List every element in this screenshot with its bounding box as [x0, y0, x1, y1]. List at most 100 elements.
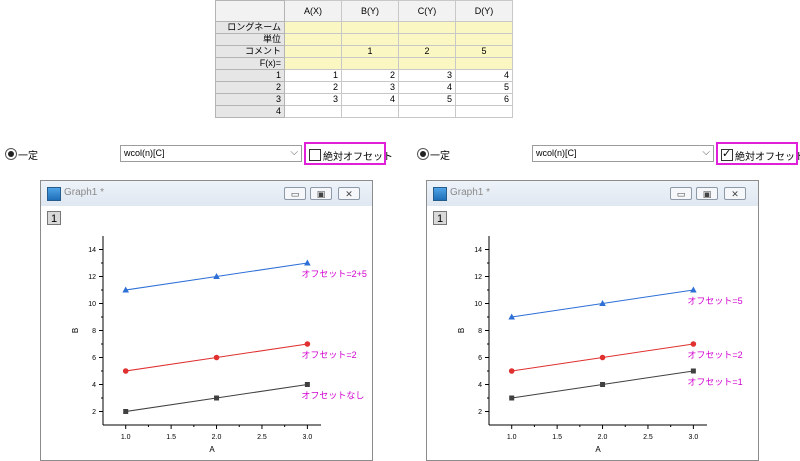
graph-plot[interactable]: 1.0 1.5 2.0 2.5 3.0 2 4 6 8 10 12 14 A B オフセットなしオフセット=… — [41, 181, 372, 460]
cell[interactable] — [341, 33, 399, 46]
y-tick-label: 8 — [478, 328, 482, 335]
table-row: 2 2 3 4 5 — [215, 81, 513, 94]
row-number[interactable]: 2 — [215, 81, 285, 94]
x-tick-label: 1.0 — [121, 434, 131, 441]
row-label-comments[interactable]: コメント — [215, 45, 285, 58]
cell[interactable]: 3 — [341, 81, 399, 94]
cell[interactable] — [398, 33, 456, 46]
cell[interactable]: 6 — [455, 93, 513, 106]
cell[interactable]: 2 — [341, 69, 399, 82]
cell[interactable]: 1 — [341, 45, 399, 58]
cell[interactable] — [284, 105, 342, 118]
graph-plot[interactable]: 1.0 1.5 2.0 2.5 3.0 2 4 6 8 10 12 14 A B オフセット=1 オフセット=… — [427, 181, 758, 460]
maximize-button[interactable]: ▣ — [310, 187, 332, 200]
cell[interactable]: 1 — [284, 69, 342, 82]
cell[interactable]: 3 — [398, 69, 456, 82]
options-row-left: 一定 wcol(n)[C] ⌵ 絶対オフセット — [0, 142, 393, 168]
x-tick-label: 1.5 — [552, 434, 562, 441]
data-point-triangle — [508, 313, 516, 320]
column-header-row: A(X) B(Y) C(Y) D(Y) — [215, 0, 513, 22]
chevron-down-icon[interactable]: ⌵ — [290, 147, 298, 158]
series-annotation: オフセット=2 — [301, 350, 356, 360]
close-button[interactable]: ✕ — [724, 187, 746, 200]
offset-column-combo[interactable]: wcol(n)[C] ⌵ — [532, 145, 714, 162]
y-tick-label: 14 — [474, 247, 482, 254]
cell[interactable] — [284, 33, 342, 46]
layer-icon[interactable]: 1 — [47, 211, 61, 225]
cell[interactable]: 4 — [398, 81, 456, 94]
window-title: Graph1 * — [450, 187, 491, 198]
cell[interactable] — [284, 45, 342, 58]
absolute-offset-highlight: 絶対オフセット — [304, 142, 393, 165]
table-row: 1 1 2 3 4 — [215, 69, 513, 82]
cell[interactable] — [341, 57, 399, 70]
data-point-triangle — [304, 259, 311, 266]
layer-icon[interactable]: 1 — [433, 211, 447, 225]
cell[interactable] — [341, 105, 399, 118]
absolute-offset-checkbox[interactable] — [309, 149, 321, 161]
cell[interactable] — [455, 57, 513, 70]
cell[interactable] — [341, 21, 399, 34]
data-point-circle — [690, 341, 697, 347]
close-button[interactable]: ✕ — [338, 187, 360, 200]
row-number[interactable]: 1 — [215, 69, 285, 82]
data-point-triangle — [690, 286, 697, 293]
window-title: Graph1 * — [64, 187, 105, 198]
column-header-d[interactable]: D(Y) — [455, 0, 513, 22]
graph-window-left[interactable]: Graph1 * ▭ ▣ ✕ 1 1.0 1.5 2.0 2.5 3.0 2 4 6 8 10 12… — [40, 180, 373, 461]
y-tick-label: 12 — [88, 274, 96, 281]
cell[interactable] — [455, 33, 513, 46]
column-header-a[interactable]: A(X) — [284, 0, 342, 22]
chevron-down-icon[interactable]: ⌵ — [702, 147, 710, 158]
cell[interactable]: 4 — [341, 93, 399, 106]
data-point-circle — [122, 368, 129, 374]
minimize-button[interactable]: ▭ — [284, 187, 306, 200]
cell[interactable]: 2 — [398, 45, 456, 58]
cell[interactable]: 5 — [455, 45, 513, 58]
row-label-units[interactable]: 単位 — [215, 33, 285, 46]
title-bar[interactable]: Graph1 * ▭ ▣ ✕ — [41, 181, 372, 206]
cell[interactable]: 5 — [455, 81, 513, 94]
series-annotation: オフセット=2 — [687, 350, 742, 360]
row-number[interactable]: 3 — [215, 93, 285, 106]
cell[interactable]: 2 — [284, 81, 342, 94]
column-header-b[interactable]: B(Y) — [341, 0, 399, 22]
title-bar[interactable]: Graph1 * ▭ ▣ ✕ — [427, 181, 758, 206]
y-axis-label: B — [71, 328, 80, 333]
absolute-offset-label: 絶対オフセット — [735, 152, 800, 163]
graph-icon — [433, 187, 447, 201]
data-point-square — [123, 409, 129, 414]
cell[interactable] — [398, 105, 456, 118]
cell[interactable] — [398, 57, 456, 70]
absolute-offset-checkbox[interactable] — [721, 147, 733, 161]
row-label-long-name[interactable]: ロングネーム — [215, 21, 285, 34]
x-axis-label: A — [209, 445, 215, 454]
offset-column-combo[interactable]: wcol(n)[C] ⌵ — [120, 145, 302, 162]
cell[interactable]: 4 — [455, 69, 513, 82]
maximize-button[interactable]: ▣ — [696, 187, 718, 200]
data-point-circle — [508, 368, 515, 374]
constant-radio[interactable] — [5, 148, 17, 160]
row-number[interactable]: 4 — [215, 105, 285, 118]
series-annotation: オフセットなし — [301, 391, 364, 401]
cell[interactable] — [455, 105, 513, 118]
column-header-c[interactable]: C(Y) — [398, 0, 456, 22]
y-tick-label: 4 — [478, 382, 482, 389]
comments-row: コメント 1 2 5 — [215, 45, 513, 58]
cell[interactable]: 5 — [398, 93, 456, 106]
x-axis-label: A — [595, 445, 601, 454]
cell[interactable] — [284, 57, 342, 70]
corner-cell[interactable] — [215, 0, 285, 22]
constant-radio[interactable] — [417, 148, 429, 160]
cell[interactable] — [398, 21, 456, 34]
data-point-triangle — [213, 273, 220, 279]
x-tick-label: 3.0 — [689, 434, 699, 441]
graph-icon — [47, 187, 61, 201]
cell[interactable] — [455, 21, 513, 34]
y-tick-label: 12 — [474, 274, 482, 281]
graph-window-right[interactable]: Graph1 * ▭ ▣ ✕ 1 1.0 1.5 2.0 2.5 3.0 2 4 6 8 10 12… — [426, 180, 759, 461]
row-label-formula[interactable]: F(x)= — [215, 57, 285, 70]
cell[interactable]: 3 — [284, 93, 342, 106]
cell[interactable] — [284, 21, 342, 34]
minimize-button[interactable]: ▭ — [670, 187, 692, 200]
